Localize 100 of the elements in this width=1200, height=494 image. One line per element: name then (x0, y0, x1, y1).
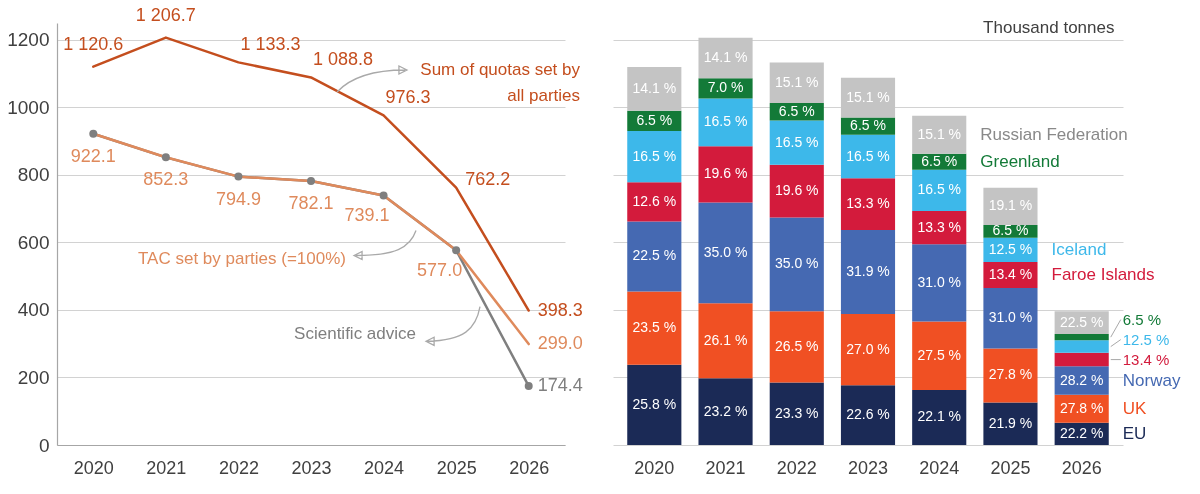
x-tick-label: 2022 (776, 457, 817, 478)
annotation: 23.5 % (632, 319, 677, 336)
annotation: 6.5 % (778, 102, 815, 119)
annotation: 15.1 % (774, 73, 819, 90)
x-tick-label: 2022 (218, 457, 259, 478)
annotation: 23.3 % (774, 404, 819, 421)
y-tick-label: 400 (17, 299, 50, 321)
annotation: 22.1 % (917, 408, 962, 425)
x-tick-label: 2026 (1061, 457, 1102, 478)
annotation: 35.0 % (774, 255, 819, 272)
annotation: 16.5 % (632, 147, 677, 164)
annotation: 12.5 % (988, 240, 1033, 257)
bar (627, 131, 682, 183)
bar (840, 77, 896, 118)
annotation: 16.5 % (846, 147, 890, 164)
annotation: 16.5 % (703, 113, 748, 130)
point (234, 172, 243, 181)
bar (840, 178, 896, 230)
bar (769, 120, 824, 165)
annotation: 31.9 % (846, 262, 890, 279)
x-tick-label: 2021 (705, 457, 746, 478)
annotation: 6.5 % (992, 222, 1029, 239)
annotation: 22.5 % (1059, 313, 1104, 330)
bar (840, 229, 896, 315)
x-tick-label: 2020 (73, 457, 114, 478)
data-label: 1 088.8 (313, 49, 374, 70)
bar (627, 221, 682, 292)
y-tick-label: 600 (17, 231, 50, 253)
data-label: 398.3 (537, 299, 583, 320)
annotation: 19.6 % (774, 182, 819, 199)
data-label: 852.3 (143, 169, 189, 190)
annotation: 13.3 % (846, 195, 890, 212)
text: Scientific advice (294, 324, 416, 343)
bar (769, 311, 824, 383)
bar (983, 348, 1038, 403)
annotation: 13.4 % (988, 266, 1033, 283)
x-tick-label: 2026 (509, 457, 550, 478)
annotation: 12.6 % (632, 192, 677, 209)
annotation: 16.5 % (774, 133, 819, 150)
annotation: 27.8 % (988, 366, 1033, 383)
y-tick-label: 800 (17, 164, 50, 186)
bar (627, 66, 682, 111)
data-label: 739.1 (344, 205, 390, 226)
series-label: Russian Federation (980, 124, 1128, 144)
annotation: 25.8 % (632, 395, 677, 412)
x-tick-label: 2023 (291, 457, 332, 478)
y-tick-label: 0 (38, 434, 50, 456)
annotation: 14.1 % (632, 79, 677, 96)
annotation: 13.3 % (917, 218, 962, 235)
bar (769, 62, 824, 104)
annotation: 6.5 % (921, 152, 958, 169)
x-tick-label: 2025 (436, 457, 477, 478)
point (307, 177, 315, 185)
annotation: 6.5 % (1122, 310, 1162, 328)
annotation: 15.1 % (846, 88, 890, 105)
bar (1054, 340, 1109, 353)
series-label: Faroe Islands (1051, 265, 1155, 285)
series-label: Iceland (1051, 239, 1107, 259)
bar (769, 164, 824, 218)
bar (840, 314, 896, 386)
bar (983, 402, 1038, 445)
data-label: 577.0 (417, 260, 463, 281)
data-label: 174.4 (537, 375, 583, 396)
y-tick-label: 1200 (7, 29, 50, 51)
annotation: 27.5 % (917, 346, 962, 363)
bar (912, 244, 967, 322)
series-label: EU (1122, 423, 1147, 443)
x-tick-label: 2025 (990, 457, 1031, 478)
annotation: 19.6 % (703, 165, 748, 182)
annotation: 22.5 % (632, 247, 677, 264)
annotation: 22.6 % (846, 406, 890, 423)
series-label: Greenland (980, 151, 1060, 171)
bar (769, 217, 824, 312)
bar (698, 98, 753, 147)
bar (840, 385, 896, 445)
annotation: 21.9 % (988, 414, 1033, 431)
annotation: 23.2 % (703, 402, 748, 419)
bar (698, 37, 753, 79)
bar (912, 389, 967, 445)
annotation: 27.0 % (846, 340, 890, 357)
annotation: 6.5 % (636, 111, 673, 128)
data-label: 299.0 (537, 333, 583, 354)
bar (912, 115, 967, 154)
annotation: 35.0 % (703, 243, 748, 260)
annotation: 26.1 % (703, 331, 748, 348)
annotation: 26.5 % (774, 337, 819, 354)
bar (1054, 352, 1109, 367)
data-label: 922.1 (70, 145, 116, 166)
point (524, 382, 533, 391)
bar (627, 291, 682, 365)
annotation: 6.5 % (850, 117, 886, 134)
annotation: 22.2 % (1059, 424, 1104, 441)
annotation: 12.5 % (1122, 330, 1170, 348)
x-tick-label: 2021 (146, 457, 187, 478)
point (161, 153, 170, 162)
annotation: 19.1 % (988, 197, 1033, 214)
series-label: Norway (1122, 370, 1181, 390)
bar (1054, 333, 1109, 341)
y-tick-label: 200 (17, 366, 50, 388)
data-label: 762.2 (465, 168, 511, 189)
